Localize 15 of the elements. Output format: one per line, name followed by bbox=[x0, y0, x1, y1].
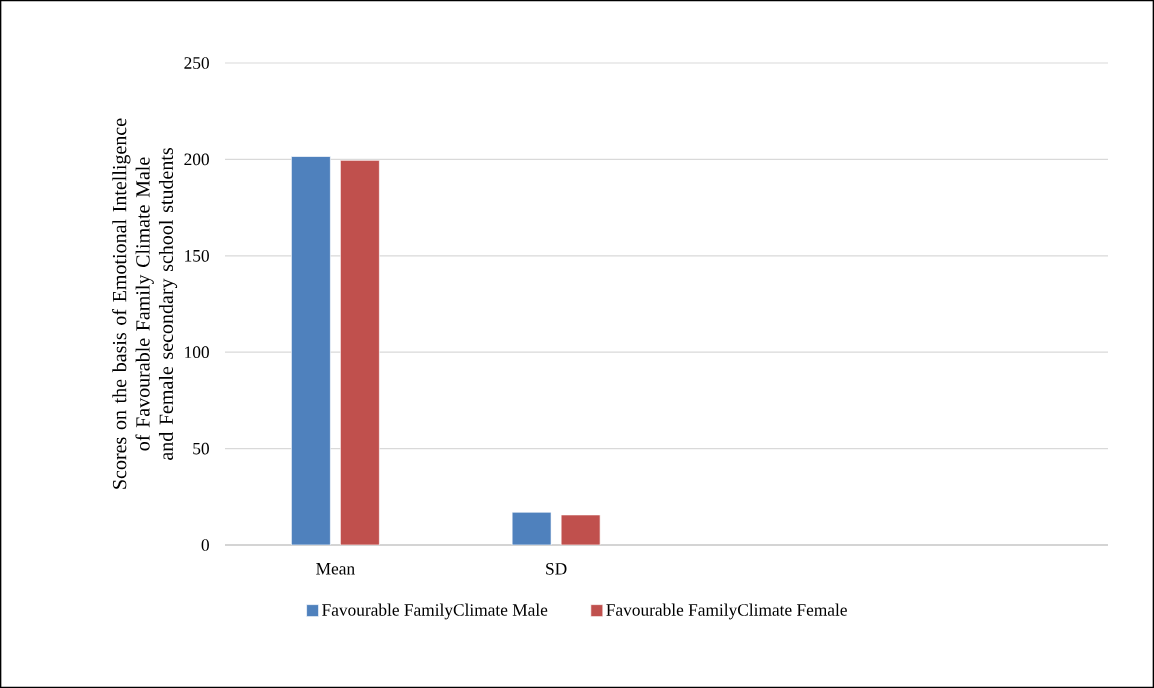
bar bbox=[511, 511, 552, 545]
y-tick-label: 250 bbox=[184, 57, 209, 69]
x-tick-label: Mean bbox=[316, 563, 355, 575]
y-tick-label: 0 bbox=[201, 539, 209, 551]
y-axis-title: Scores on the basis of Emotional Intelligence of Favourable Family Climate Male and Female secondary school students bbox=[112, 118, 178, 489]
y-tick-label: 150 bbox=[185, 249, 209, 262]
y-tick-label: 200 bbox=[184, 153, 209, 166]
bar bbox=[340, 160, 380, 545]
x-tick-label: SD bbox=[546, 563, 567, 575]
y-tick-label: 100 bbox=[185, 346, 209, 359]
legend-label: Favourable FamilyClimate Male bbox=[322, 603, 548, 620]
bar bbox=[291, 156, 331, 545]
y-tick-label: 50 bbox=[193, 442, 209, 455]
legend-label: Favourable FamilyClimate Female bbox=[606, 603, 847, 620]
bar bbox=[560, 514, 601, 545]
